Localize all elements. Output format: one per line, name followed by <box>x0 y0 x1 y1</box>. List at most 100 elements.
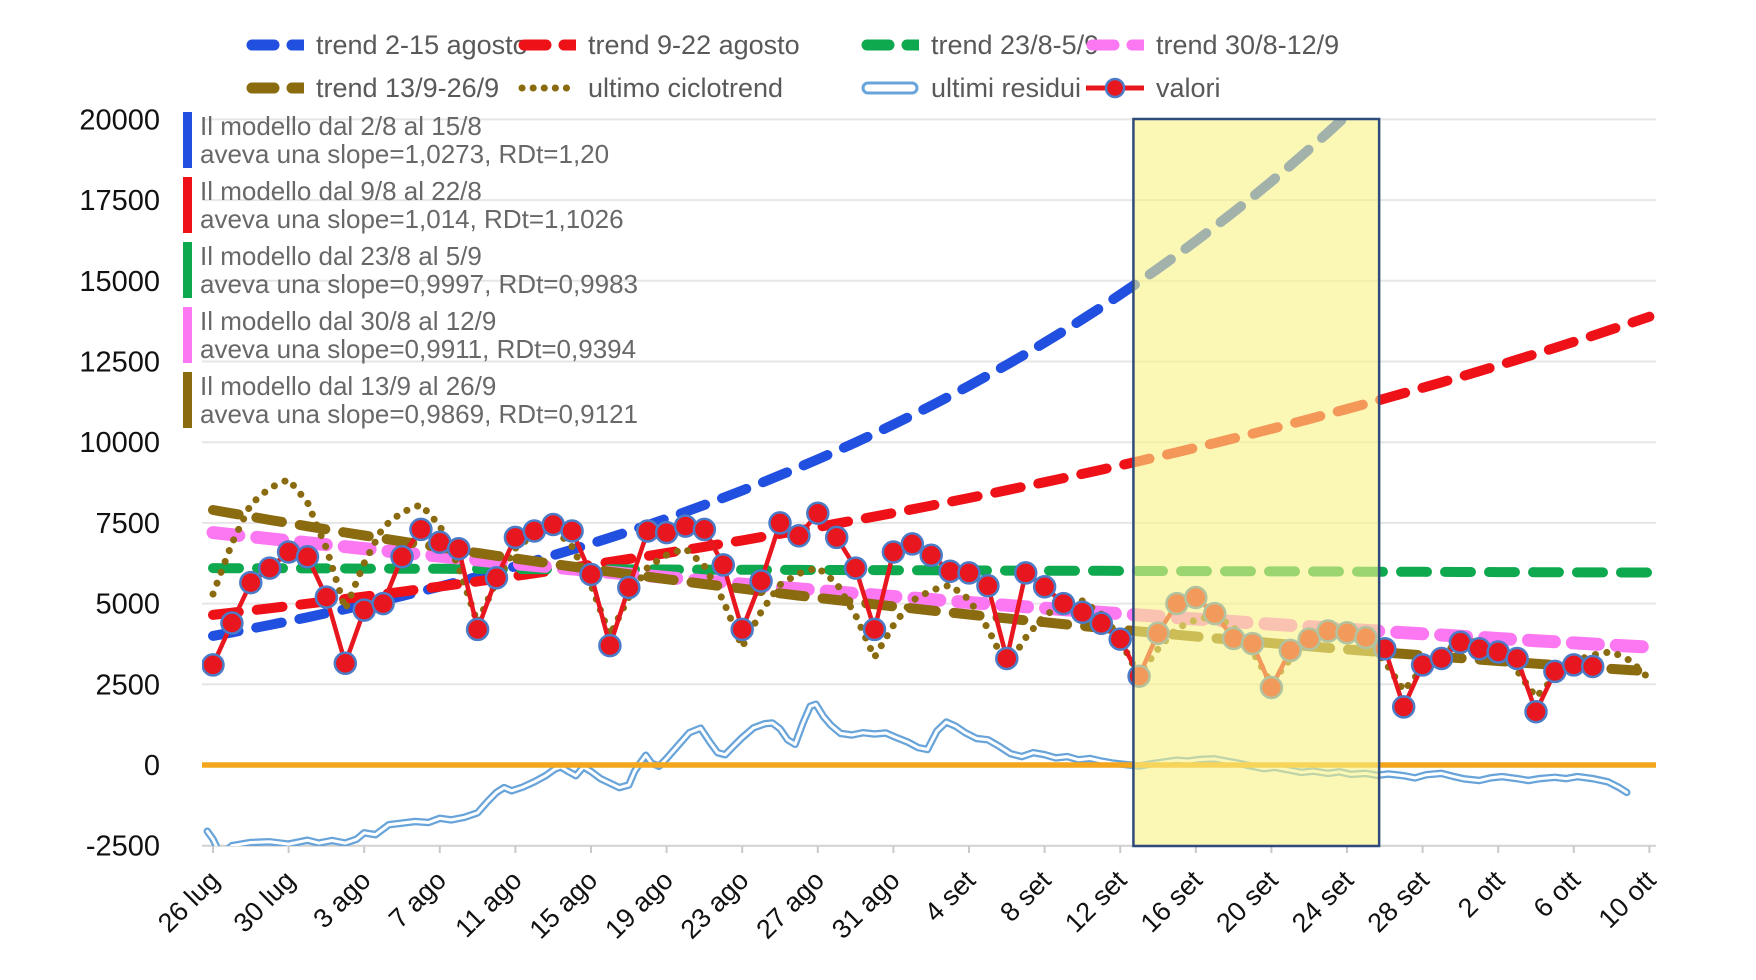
legend-label: valori <box>1156 72 1221 103</box>
annotation-color-bar <box>183 372 192 428</box>
valori-point <box>957 561 981 585</box>
valori-point <box>446 536 471 561</box>
legend-dash-icon <box>1086 39 1144 51</box>
series-ultimi-residui-outline <box>203 700 1631 846</box>
legend-dots-icon <box>518 84 576 92</box>
series-trend-23-8-5-9 <box>208 563 1655 578</box>
valori-point <box>1391 695 1416 719</box>
x-tick-label: 30 lug <box>228 865 301 938</box>
legend-label: trend 9-22 agosto <box>588 29 800 60</box>
valori-point <box>257 556 282 580</box>
valori-point <box>202 653 225 677</box>
valori-point <box>711 553 736 577</box>
valori-point <box>673 514 698 538</box>
valori-point <box>1032 575 1057 599</box>
legend-tube-icon <box>861 81 919 95</box>
x-tick-label: 2 ott <box>1452 865 1511 924</box>
valori-point <box>220 611 244 635</box>
valori-point <box>1429 646 1454 671</box>
legend-dash-icon <box>246 82 304 94</box>
x-tick-label: 23 ago <box>675 865 755 945</box>
x-tick-label: 10 ott <box>1593 865 1662 934</box>
x-tick-label: 3 ago <box>307 865 376 934</box>
highlight-band <box>1132 117 1381 848</box>
y-tick-label: 20000 <box>79 104 160 136</box>
valori-point <box>1467 637 1492 661</box>
annotation-text: Il modello dal 23/8 al 5/9 aveva una slo… <box>200 242 638 298</box>
x-tick-label: 7 ago <box>383 865 452 934</box>
legend-label: trend 30/8-12/9 <box>1156 29 1340 60</box>
valori-point <box>371 591 395 616</box>
legend-item-ultimo-ciclotrend: ultimo ciclotrend <box>518 71 783 105</box>
valori-point <box>276 540 301 564</box>
x-tick-label: 15 ago <box>524 865 604 945</box>
x-tick-label: 26 lug <box>152 865 225 938</box>
series-trend-9-22-agosto <box>208 311 1655 620</box>
x-tick-label: 8 set <box>994 865 1057 928</box>
model-annotation-1: Il modello dal 2/8 al 15/8 aveva una slo… <box>183 112 609 168</box>
y-tick-label: 5000 <box>95 589 160 621</box>
annotation-line1: Il modello dal 23/8 al 5/9 <box>200 241 482 271</box>
valori-point <box>484 566 509 590</box>
annotation-line2: aveva una slope=0,9869, RDt=0,9121 <box>200 399 639 429</box>
legend-dash-icon <box>246 39 304 51</box>
legend-item-trend-23-8-5-9: trend 23/8-5/9 <box>861 28 1099 62</box>
valori-point <box>1108 627 1132 651</box>
legend-item-valori: valori <box>1086 71 1221 105</box>
valori-point <box>333 651 358 676</box>
legend-item-trend-2-15-agosto: trend 2-15 agosto <box>246 28 528 62</box>
y-tick-label: 17500 <box>79 185 160 217</box>
valori-point <box>824 525 849 550</box>
valori-point <box>579 562 603 587</box>
annotation-line2: aveva una slope=1,014, RDt=1,1026 <box>200 204 624 234</box>
valori-point <box>806 501 830 525</box>
valori-point <box>295 545 320 569</box>
legend-label: ultimi residui <box>931 72 1082 103</box>
legend-item-trend-9-22-agosto: trend 9-22 agosto <box>518 28 800 62</box>
valori-point <box>862 617 887 642</box>
y-tick-label: 0 <box>144 750 160 782</box>
x-tick-label: 6 ott <box>1528 865 1587 924</box>
valori-point <box>1580 654 1605 679</box>
annotation-line1: Il modello dal 30/8 al 12/9 <box>200 306 497 336</box>
valori-point <box>239 570 263 595</box>
annotation-line2: aveva una slope=0,9997, RDt=0,9983 <box>200 269 639 299</box>
valori-point <box>617 575 641 600</box>
valori-point <box>919 543 943 567</box>
valori-point <box>900 532 925 556</box>
legend-item-ultimi-residui: ultimi residui <box>861 71 1081 105</box>
valori-point <box>598 633 622 658</box>
valori-point <box>560 519 584 543</box>
x-tick-label: 27 ago <box>750 865 830 945</box>
x-tick-label: 19 ago <box>599 865 679 945</box>
x-tick-label: 31 ago <box>826 865 906 945</box>
valori-point <box>314 585 339 609</box>
legend-marker-icon <box>1086 77 1144 99</box>
valori-point <box>1051 591 1076 616</box>
y-tick-label: -2500 <box>86 831 160 863</box>
annotation-line2: aveva una slope=0,9911, RDt=0,9394 <box>200 334 637 364</box>
annotation-line2: aveva una slope=1,0273, RDt=1,20 <box>200 139 610 169</box>
valori-point <box>409 517 433 542</box>
annotation-color-bar <box>183 177 192 233</box>
annotation-text: Il modello dal 30/8 al 12/9 aveva una sl… <box>200 307 636 363</box>
x-tick-label: 11 ago <box>449 865 527 943</box>
valori-point <box>787 524 811 548</box>
valori-point <box>768 511 792 535</box>
valori-point <box>390 545 414 569</box>
valori-point <box>1013 561 1038 585</box>
valori-point <box>749 569 773 593</box>
annotation-color-bar <box>183 307 192 363</box>
annotation-color-bar <box>183 112 192 168</box>
valori-point <box>843 556 868 580</box>
annotation-line1: Il modello dal 9/8 al 22/8 <box>200 176 482 206</box>
valori-point <box>1505 646 1529 671</box>
valori-point <box>465 617 490 642</box>
legend-dash-icon <box>861 39 919 51</box>
annotation-line1: Il modello dal 13/9 al 26/9 <box>200 371 497 401</box>
annotation-text: Il modello dal 2/8 al 15/8 aveva una slo… <box>200 112 609 168</box>
annotation-text: Il modello dal 13/9 al 26/9 aveva una sl… <box>200 372 638 428</box>
model-annotation-4: Il modello dal 30/8 al 12/9 aveva una sl… <box>183 307 636 363</box>
valori-point <box>730 617 754 642</box>
